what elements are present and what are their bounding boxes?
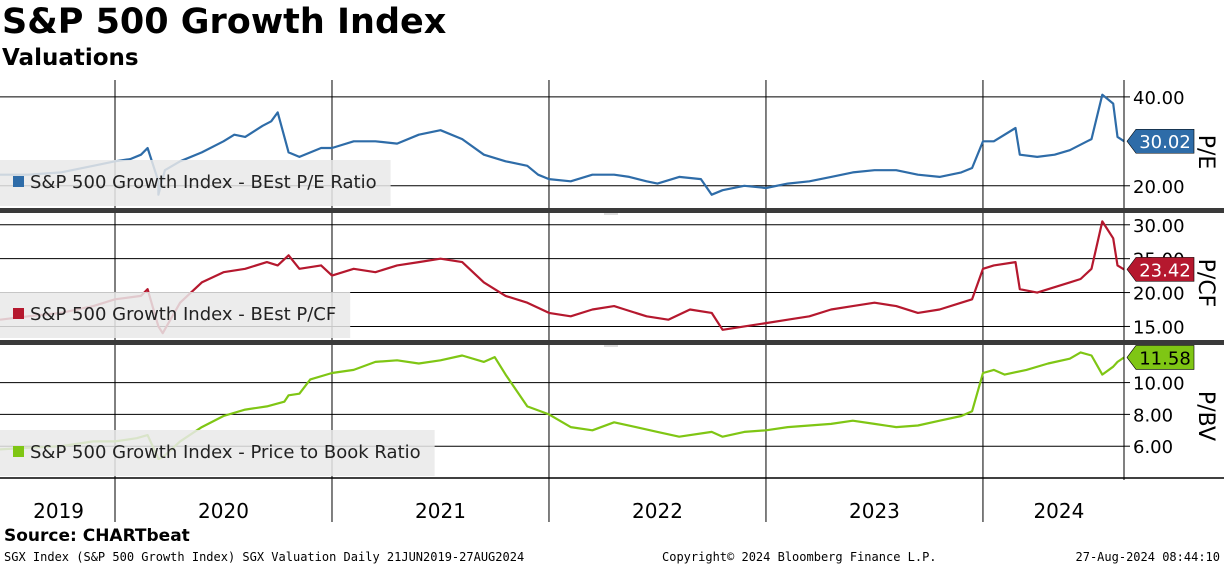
series-line-2: [0, 351, 1125, 460]
legend-swatch: [13, 308, 24, 319]
legend: [0, 292, 351, 338]
legend-label: S&P 500 Growth Index - Price to Book Rat…: [30, 442, 421, 463]
legend-label: S&P 500 Growth Index - BEst P/CF: [30, 304, 336, 325]
last-value-tag: [1126, 257, 1195, 282]
series-line-0: [0, 93, 1125, 196]
legend-background: [0, 292, 351, 338]
x-year-label: 2023: [849, 499, 900, 523]
y-tick-label: 30.00: [1133, 216, 1185, 237]
x-year-label: 2020: [198, 499, 249, 523]
y-tick-label: 8.00: [1133, 405, 1173, 426]
x-year-label: 2022: [632, 499, 683, 523]
y-tick-label: 6.00: [1133, 437, 1173, 458]
legend-background: [0, 160, 391, 206]
chart-title: S&P 500 Growth Index: [2, 2, 447, 42]
legend-background: [0, 430, 435, 476]
x-year-label: 2021: [415, 499, 466, 523]
footer-security-info: SGX Index (S&P 500 Growth Index) SGX Val…: [4, 550, 525, 564]
chart-subtitle: Valuations: [2, 45, 139, 71]
y-tick-label: 15.00: [1133, 317, 1185, 338]
series-line-1: [0, 220, 1125, 335]
x-year-label: 2024: [1033, 499, 1084, 523]
y-tick-label: 40.00: [1133, 88, 1185, 109]
last-value-tag: [1126, 128, 1195, 154]
legend: [0, 430, 435, 476]
last-value-label: 23.42: [1139, 260, 1191, 281]
axis-label: P/BV: [1193, 391, 1218, 441]
y-tick-label: 20.00: [1133, 177, 1185, 198]
legend: [0, 160, 391, 206]
panel-separator: [0, 208, 1224, 213]
last-value-tag: [1126, 345, 1195, 370]
last-value-label: 11.58: [1139, 348, 1191, 369]
axis-label: P/E: [1193, 135, 1218, 170]
footer-copyright: Copyright© 2024 Bloomberg Finance L.P.: [662, 550, 937, 564]
legend-label: S&P 500 Growth Index - BEst P/E Ratio: [30, 172, 377, 193]
last-value-label: 30.02: [1139, 132, 1191, 153]
legend-swatch: [13, 446, 24, 457]
footer-timestamp: 27-Aug-2024 08:44:10: [1075, 550, 1221, 564]
axis-label: P/CF: [1193, 259, 1218, 308]
legend-swatch: [13, 176, 24, 187]
panel-separator: [0, 340, 1224, 345]
x-year-label: 2019: [33, 499, 84, 523]
y-tick-label: 10.00: [1133, 374, 1185, 395]
y-tick-label: 20.00: [1133, 284, 1185, 305]
source-label: Source: CHARTbeat: [4, 526, 190, 546]
